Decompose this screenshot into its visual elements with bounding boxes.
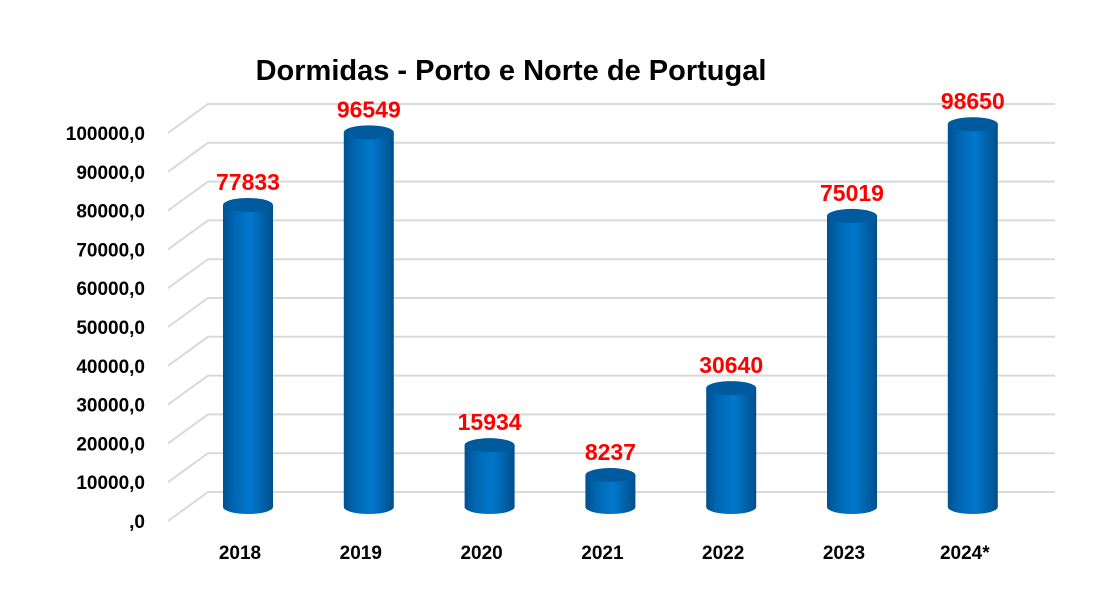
bar-body: [223, 205, 273, 514]
gridlines: [167, 103, 1055, 522]
bar-top: [827, 208, 877, 223]
gridline: [167, 219, 1055, 251]
data-label: 15934: [458, 409, 522, 435]
bar-top: [585, 468, 636, 483]
bar-2024*: 98650: [941, 88, 1005, 515]
gridline: [167, 180, 1055, 212]
bar-top: [706, 381, 757, 396]
bar-2018: 77833: [216, 169, 280, 514]
data-label: 77833: [216, 169, 280, 195]
bar-body: [343, 132, 394, 514]
x-category-label: 2018: [219, 543, 261, 564]
bar-top: [223, 198, 273, 212]
bar-2019: 96549: [337, 96, 401, 514]
y-tick-label: ,0: [129, 512, 145, 533]
x-category-label: 2019: [340, 543, 382, 564]
gridline: [167, 491, 1055, 522]
bar-body: [827, 215, 877, 514]
data-label: 98650: [941, 88, 1005, 114]
y-tick-label: 100000,0: [66, 124, 145, 145]
y-tick-label: 80000,0: [76, 202, 145, 223]
y-axis-ticks: ,0 10000,0 20000,0 30000,0 40000,0 50000,0 600…: [66, 124, 145, 533]
x-category-label: 2023: [823, 543, 865, 564]
y-tick-label: 20000,0: [76, 434, 145, 455]
chart-title: Dormidas - Porto e Norte de Portugal: [256, 55, 767, 87]
bar-body: [947, 124, 998, 515]
bar-body: [585, 475, 636, 514]
bar-body: [464, 445, 515, 514]
y-tick-label: 50000,0: [76, 318, 145, 339]
y-tick-label: 70000,0: [76, 240, 145, 261]
y-tick-label: 30000,0: [76, 396, 145, 417]
gridline: [167, 141, 1055, 173]
gridline: [167, 452, 1055, 484]
data-label: 8237: [585, 439, 636, 465]
bar-top: [464, 438, 515, 453]
x-category-label: 2024*: [940, 543, 990, 564]
gridline: [167, 103, 1055, 134]
bar-top: [343, 125, 394, 140]
gridline: [167, 374, 1055, 406]
y-tick-label: 60000,0: [76, 279, 145, 300]
gridline: [167, 335, 1055, 367]
data-label: 75019: [820, 180, 884, 206]
bar-2021: 8237: [585, 439, 636, 514]
data-label: 96549: [337, 96, 401, 122]
bars: 77833 96549 15934 8237 30640 75019 98650: [216, 88, 1005, 515]
gridline: [167, 258, 1055, 290]
x-axis-categories: 2018 2019 2020 2021 2022 2023 2024*: [219, 543, 990, 564]
gridline: [167, 413, 1055, 445]
x-category-label: 2020: [460, 543, 502, 564]
y-tick-label: 90000,0: [76, 163, 145, 184]
data-label: 30640: [699, 352, 763, 378]
bar-body: [706, 388, 757, 514]
bar-2020: 15934: [458, 409, 522, 514]
gridline: [167, 297, 1055, 328]
bar-2023: 75019: [820, 180, 884, 514]
y-tick-label: 10000,0: [76, 473, 145, 494]
x-category-label: 2021: [581, 543, 624, 564]
x-category-label: 2022: [702, 543, 744, 564]
bar-top: [947, 117, 998, 132]
y-tick-label: 40000,0: [76, 357, 145, 378]
bar-2022: 30640: [699, 352, 763, 514]
